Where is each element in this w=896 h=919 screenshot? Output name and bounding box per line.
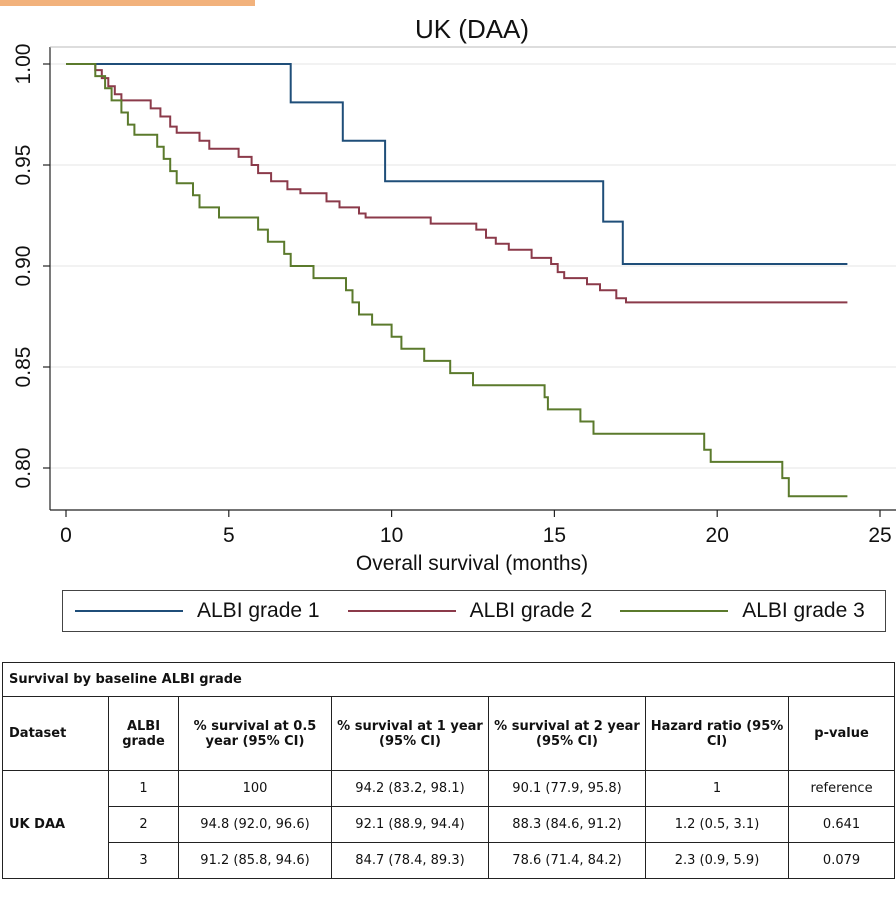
table-cell: 3 bbox=[108, 842, 179, 879]
header-cell: % survival at 2 year (95% CI) bbox=[488, 696, 646, 771]
table-cell: 2.3 (0.9, 5.9) bbox=[645, 842, 789, 879]
table-cell: 90.1 (77.9, 95.8) bbox=[488, 770, 646, 807]
legend-label: ALBI grade 1 bbox=[197, 599, 320, 622]
legend-label: ALBI grade 3 bbox=[742, 599, 865, 622]
table-cell: 100 bbox=[178, 770, 332, 807]
survival-chart: UK (DAA) 0 5 10 15 20 250.800.850.900.951.00 … bbox=[12, 14, 896, 575]
x-tick-label: 20 bbox=[706, 524, 729, 547]
legend-item-grade-2: ALBI grade 2 bbox=[347, 599, 593, 623]
series-line-grade-3 bbox=[66, 63, 848, 498]
table-cell: 1 bbox=[645, 770, 789, 807]
y-tick-label: 1.00 bbox=[12, 44, 35, 85]
header-cell: % survival at 0.5 year (95% CI) bbox=[178, 696, 332, 771]
y-tick-label: 0.90 bbox=[12, 246, 35, 287]
header-cell: % survival at 1 year (95% CI) bbox=[331, 696, 489, 771]
legend-label: ALBI grade 2 bbox=[469, 599, 593, 622]
chart-legend: ALBI grade 1 ALBI grade 2 ALBI grade 3 bbox=[62, 590, 886, 632]
table-cell: reference bbox=[787, 770, 896, 807]
legend-item-grade-3: ALBI grade 3 bbox=[620, 599, 865, 623]
x-tick-label: 15 bbox=[543, 524, 566, 547]
y-tick-label: 0.80 bbox=[12, 448, 35, 489]
header-cell: p-value bbox=[787, 696, 896, 771]
y-tick-label: 0.95 bbox=[12, 145, 35, 186]
series-line-grade-2 bbox=[66, 63, 848, 304]
top-accent-bar bbox=[0, 0, 255, 6]
dataset-cell: UK DAA bbox=[2, 770, 109, 879]
axes: 0 5 10 15 20 25 0.80 0.85 0.90 0.95 1.00 bbox=[12, 44, 896, 547]
legend-swatch bbox=[347, 610, 456, 612]
survival-table: Survival by baseline ALBI grade Dataset … bbox=[1, 662, 896, 879]
table-row: UK DAA 1 100 94.2 (83.2, 98.1) 90.1 (77.… bbox=[2, 770, 896, 879]
table-cell: 0.641 bbox=[787, 806, 896, 843]
table-caption-row: Survival by baseline ALBI grade bbox=[1, 662, 896, 697]
table-cell: 94.2 (83.2, 98.1) bbox=[331, 770, 489, 807]
table-row: 2 94.8 (92.0, 96.6) 92.1 (88.9, 94.4) 88… bbox=[3, 806, 896, 843]
legend-swatch bbox=[620, 610, 729, 612]
x-tick-label: 0 bbox=[60, 524, 72, 547]
x-tick-label: 10 bbox=[380, 524, 403, 547]
header-cell: Dataset bbox=[2, 696, 109, 771]
table-cell: 91.2 (85.8, 94.6) bbox=[178, 842, 332, 879]
table-row: 3 91.2 (85.8, 94.6) 84.7 (78.4, 89.3) 78… bbox=[3, 842, 896, 879]
table-cell: 88.3 (84.6, 91.2) bbox=[488, 806, 646, 843]
chart-title: UK (DAA) bbox=[415, 14, 529, 44]
x-axis-label: Overall survival (months) bbox=[356, 552, 588, 575]
y-tick-label: 0.85 bbox=[12, 347, 35, 388]
table-cell: 1 bbox=[108, 770, 179, 807]
x-tick-label: 25 bbox=[868, 524, 891, 547]
table-cell: 0.079 bbox=[787, 842, 896, 879]
table-cell: 78.6 (71.4, 84.2) bbox=[488, 842, 646, 879]
legend-swatch bbox=[75, 610, 183, 612]
table-caption: Survival by baseline ALBI grade bbox=[1, 662, 896, 697]
series-lines bbox=[66, 63, 848, 498]
header-cell: ALBI grade bbox=[108, 696, 179, 771]
header-cell: Hazard ratio (95% CI) bbox=[645, 696, 789, 771]
series-line-grade-1 bbox=[66, 63, 848, 265]
legend-item-grade-1: ALBI grade 1 bbox=[75, 599, 320, 623]
table-cell: 1.2 (0.5, 3.1) bbox=[645, 806, 789, 843]
x-tick-label: 5 bbox=[223, 524, 235, 547]
table-cell: 92.1 (88.9, 94.4) bbox=[331, 806, 489, 843]
table-cell: 2 bbox=[108, 806, 179, 843]
table-cell: 84.7 (78.4, 89.3) bbox=[331, 842, 489, 879]
table-cell: 94.8 (92.0, 96.6) bbox=[178, 806, 332, 843]
grid-lines bbox=[50, 63, 896, 469]
table-header-row: Dataset ALBI grade % survival at 0.5 yea… bbox=[2, 696, 896, 771]
